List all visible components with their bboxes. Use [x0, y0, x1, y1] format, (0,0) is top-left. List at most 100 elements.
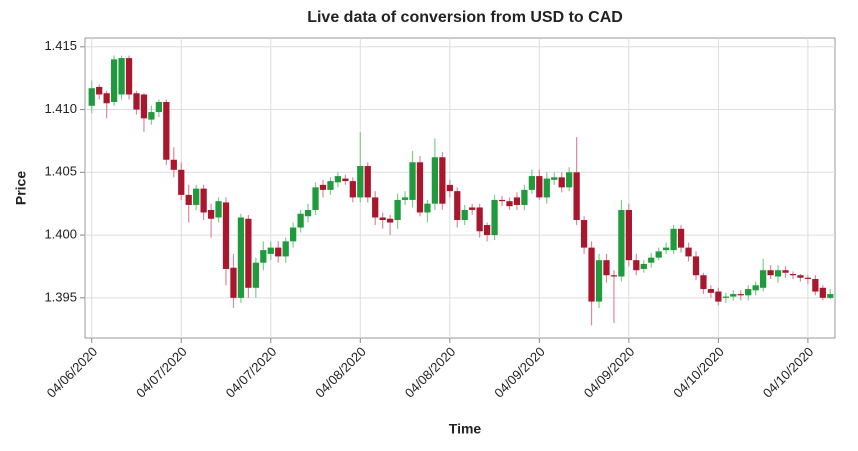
candle-body — [118, 58, 125, 95]
candle-body — [528, 176, 536, 190]
candle-body — [88, 88, 95, 106]
candle-body — [207, 209, 215, 219]
candle-body — [536, 176, 543, 198]
candle-body — [103, 93, 110, 104]
y-tick-label: 1.405 — [44, 164, 77, 179]
candle-body — [730, 294, 737, 297]
candle-body — [416, 162, 424, 213]
candle-body — [782, 270, 789, 273]
y-tick-label: 1.400 — [44, 227, 77, 242]
candle-body — [148, 112, 155, 120]
candle-body — [700, 275, 707, 290]
candle-body — [222, 202, 230, 269]
candle-body — [633, 260, 640, 271]
plot-frame — [84, 37, 836, 339]
candle-body — [595, 260, 603, 302]
candle-body — [759, 270, 767, 288]
candle-body — [692, 256, 700, 276]
x-axis-title: Time — [449, 421, 482, 437]
candle-body — [603, 260, 610, 276]
candle-body — [610, 275, 618, 277]
candle-body — [424, 203, 431, 213]
candle-body — [133, 93, 140, 110]
candle-body — [431, 157, 439, 204]
y-tick-label: 1.410 — [44, 101, 77, 116]
candle-body — [573, 172, 580, 221]
candle-body — [483, 225, 491, 236]
candle-body — [185, 194, 192, 205]
x-tick-label: 04/08/2020 — [402, 344, 459, 401]
x-tick-label: 04/07/2020 — [223, 344, 280, 401]
candle-body — [745, 289, 752, 296]
y-tick-label: 1.415 — [44, 38, 77, 53]
candle-body — [580, 220, 588, 248]
candle-body — [722, 296, 729, 298]
candle-body — [304, 209, 312, 217]
candle-body — [386, 218, 394, 223]
candle-body — [498, 199, 506, 202]
candle-body — [334, 176, 342, 183]
candle-body — [409, 162, 416, 200]
candle-body — [774, 270, 782, 277]
candle-body — [364, 166, 371, 198]
candle-body — [804, 277, 812, 280]
candle-body — [752, 285, 759, 291]
x-tick-label: 04/07/2020 — [133, 344, 190, 401]
candle-body — [379, 217, 386, 221]
candle-body — [200, 188, 207, 213]
candle-body — [237, 217, 245, 298]
candle-body — [670, 228, 677, 251]
candle-body — [737, 294, 744, 296]
candle-body — [618, 209, 625, 277]
y-tick-label: 1.395 — [44, 289, 77, 304]
x-tick-label: 04/09/2020 — [581, 344, 638, 401]
candle-body — [446, 184, 453, 192]
candle-body — [551, 177, 558, 180]
candle-body — [655, 251, 662, 258]
candle-body — [767, 270, 774, 276]
candle-body — [282, 241, 289, 257]
candle-body — [663, 247, 670, 251]
x-tick-label: 04/10/2020 — [760, 344, 817, 401]
candle-body — [215, 201, 222, 218]
candle-body — [476, 207, 483, 232]
candle-body — [715, 291, 722, 302]
candle-body — [96, 86, 103, 95]
candle-body — [513, 197, 521, 205]
candle-body — [140, 94, 148, 119]
x-tick-label: 04/08/2020 — [312, 344, 369, 401]
candle-body — [230, 267, 237, 298]
candle-body — [267, 247, 274, 254]
candle-body — [245, 218, 252, 288]
candle-body — [155, 102, 163, 113]
candle-body — [163, 102, 170, 160]
candle-body — [439, 157, 446, 204]
candle-body — [193, 188, 200, 205]
x-tick-label: 04/10/2020 — [670, 344, 727, 401]
candle-body — [252, 262, 259, 288]
candle-body — [260, 250, 267, 263]
candle-body — [707, 289, 715, 293]
candle-body — [543, 178, 550, 198]
candle-body — [170, 159, 177, 170]
candle-body — [640, 263, 647, 269]
candle-body — [566, 172, 573, 188]
chart-title: Live data of conversion from USD to CAD — [307, 9, 623, 26]
candle-body — [506, 201, 513, 207]
candle-body — [685, 247, 692, 257]
candle-body — [677, 228, 685, 248]
candle-body — [312, 187, 319, 210]
candle-body — [401, 197, 409, 200]
candle-body — [275, 247, 282, 257]
candle-body — [812, 279, 819, 292]
candle-body — [797, 275, 804, 278]
candle-body — [469, 207, 476, 210]
candle-body — [521, 189, 528, 205]
candle-body — [819, 287, 826, 298]
candle-body — [789, 273, 797, 276]
candle-body — [394, 199, 401, 221]
candle-body — [461, 209, 468, 221]
candle-body — [297, 213, 304, 228]
candle-body — [372, 197, 379, 218]
